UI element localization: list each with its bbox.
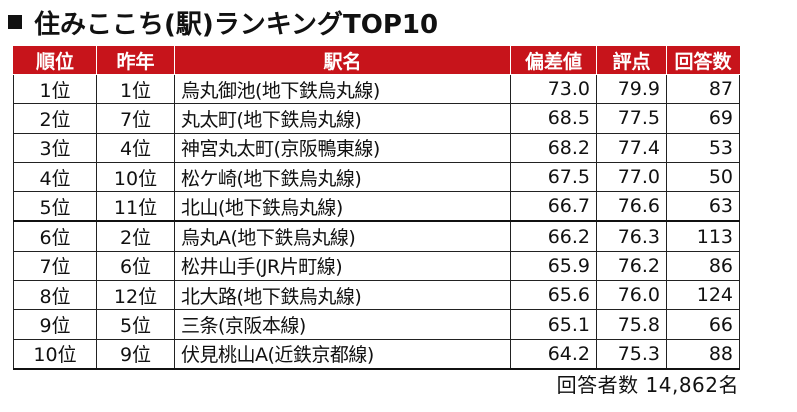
last-year-cell: 1位 (96, 73, 175, 105)
deviation-cell: 66.7 (510, 191, 597, 222)
station-name-cell: 松ケ崎(地下鉄烏丸線) (174, 161, 511, 193)
score-cell: 76.0 (596, 280, 667, 311)
last-year-cell: 6位 (96, 250, 175, 282)
last-year-cell: 7位 (96, 103, 175, 134)
last-year-cell: 11位 (96, 191, 175, 222)
score-cell: 77.4 (596, 132, 667, 163)
score-cell: 75.3 (596, 338, 667, 370)
score-cell: 77.5 (596, 103, 667, 134)
table-row: 4位 10位 松ケ崎(地下鉄烏丸線) 67.5 77.0 50 (13, 161, 740, 193)
score-cell: 77.0 (596, 161, 667, 193)
table-row: 3位 4位 神宮丸太町(京阪鴨東線) 68.2 77.4 53 (13, 132, 740, 163)
rank-cell: 9位 (13, 309, 97, 340)
responses-cell: 86 (666, 250, 740, 282)
deviation-cell: 73.0 (510, 73, 597, 105)
responses-cell: 66 (666, 309, 740, 340)
rank-cell: 4位 (13, 161, 97, 193)
station-name-cell: 北山(地下鉄烏丸線) (174, 191, 511, 222)
deviation-cell: 65.9 (510, 250, 597, 282)
responses-cell: 69 (666, 103, 740, 134)
table-row: 7位 6位 松井山手(JR片町線) 65.9 76.2 86 (13, 250, 740, 282)
rank-cell: 10位 (13, 338, 97, 370)
rank-cell: 5位 (13, 191, 97, 222)
rank-cell: 2位 (13, 103, 97, 134)
last-year-cell: 12位 (96, 280, 175, 311)
rank-cell: 3位 (13, 132, 97, 163)
last-year-cell: 10位 (96, 161, 175, 193)
rank-cell: 7位 (13, 250, 97, 282)
table-row: 8位 12位 北大路(地下鉄烏丸線) 65.6 76.0 124 (13, 280, 740, 311)
deviation-cell: 64.2 (510, 338, 597, 370)
deviation-cell: 68.5 (510, 103, 597, 134)
ranking-table-body: 1位 1位 烏丸御池(地下鉄烏丸線) 73.0 79.9 87 2位 7位 丸太町(地下鉄烏丸線… (13, 73, 740, 370)
station-name-cell: 神宮丸太町(京阪鴨東線) (174, 132, 511, 163)
deviation-cell: 68.2 (510, 132, 597, 163)
respondent-count: 回答者数 14,862名 (556, 373, 739, 397)
header-row: 順位 昨年 駅名 偏差値 評点 回答数 (13, 46, 740, 75)
station-name-cell: 丸太町(地下鉄烏丸線) (174, 103, 511, 134)
deviation-cell: 67.5 (510, 161, 597, 193)
last-year-cell: 5位 (96, 309, 175, 340)
station-name-cell: 北大路(地下鉄烏丸線) (174, 280, 511, 311)
score-cell: 79.9 (596, 73, 667, 105)
score-cell: 76.2 (596, 250, 667, 282)
last-year-cell: 9位 (96, 338, 175, 370)
header-last-year: 昨年 (96, 46, 175, 75)
bullet-square-icon (8, 15, 22, 29)
last-year-cell: 4位 (96, 132, 175, 163)
station-name-cell: 烏丸A(地下鉄烏丸線) (174, 220, 511, 252)
header-responses: 回答数 (666, 46, 740, 75)
ranking-table-header: 順位 昨年 駅名 偏差値 評点 回答数 (13, 46, 740, 75)
header-station-name: 駅名 (174, 46, 511, 75)
responses-cell: 63 (666, 191, 740, 222)
score-cell: 76.3 (596, 220, 667, 252)
station-name-cell: 三条(京阪本線) (174, 309, 511, 340)
table-row: 1位 1位 烏丸御池(地下鉄烏丸線) 73.0 79.9 87 (13, 73, 740, 105)
station-name-cell: 伏見桃山A(近鉄京都線) (174, 338, 511, 370)
header-deviation: 偏差値 (510, 46, 597, 75)
score-cell: 76.6 (596, 191, 667, 222)
rank-cell: 8位 (13, 280, 97, 311)
responses-cell: 50 (666, 161, 740, 193)
responses-cell: 53 (666, 132, 740, 163)
table-row: 2位 7位 丸太町(地下鉄烏丸線) 68.5 77.5 69 (13, 103, 740, 134)
header-rank: 順位 (13, 46, 97, 75)
table-row: 10位 9位 伏見桃山A(近鉄京都線) 64.2 75.3 88 (13, 338, 740, 370)
deviation-cell: 66.2 (510, 220, 597, 252)
page-title: 住みここち(駅)ランキングTOP10 (6, 2, 438, 42)
station-name-cell: 烏丸御池(地下鉄烏丸線) (174, 73, 511, 105)
responses-cell: 113 (666, 220, 740, 252)
header-score: 評点 (596, 46, 667, 75)
score-cell: 75.8 (596, 309, 667, 340)
table-row: 6位 2位 烏丸A(地下鉄烏丸線) 66.2 76.3 113 (13, 220, 740, 252)
rank-cell: 1位 (13, 73, 97, 105)
page-title-text: 住みここち(駅)ランキングTOP10 (34, 9, 439, 40)
responses-cell: 88 (666, 338, 740, 370)
ranking-table: 順位 昨年 駅名 偏差値 評点 回答数 1位 1位 烏丸御池(地下鉄烏丸線) 73.0 79.9 8… (13, 46, 740, 370)
deviation-cell: 65.6 (510, 280, 597, 311)
last-year-cell: 2位 (96, 220, 175, 252)
station-name-cell: 松井山手(JR片町線) (174, 250, 511, 282)
deviation-cell: 65.1 (510, 309, 597, 340)
rank-cell: 6位 (13, 220, 97, 252)
responses-cell: 124 (666, 280, 740, 311)
responses-cell: 87 (666, 73, 740, 105)
table-row: 9位 5位 三条(京阪本線) 65.1 75.8 66 (13, 309, 740, 340)
table-row: 5位 11位 北山(地下鉄烏丸線) 66.7 76.6 63 (13, 191, 740, 222)
